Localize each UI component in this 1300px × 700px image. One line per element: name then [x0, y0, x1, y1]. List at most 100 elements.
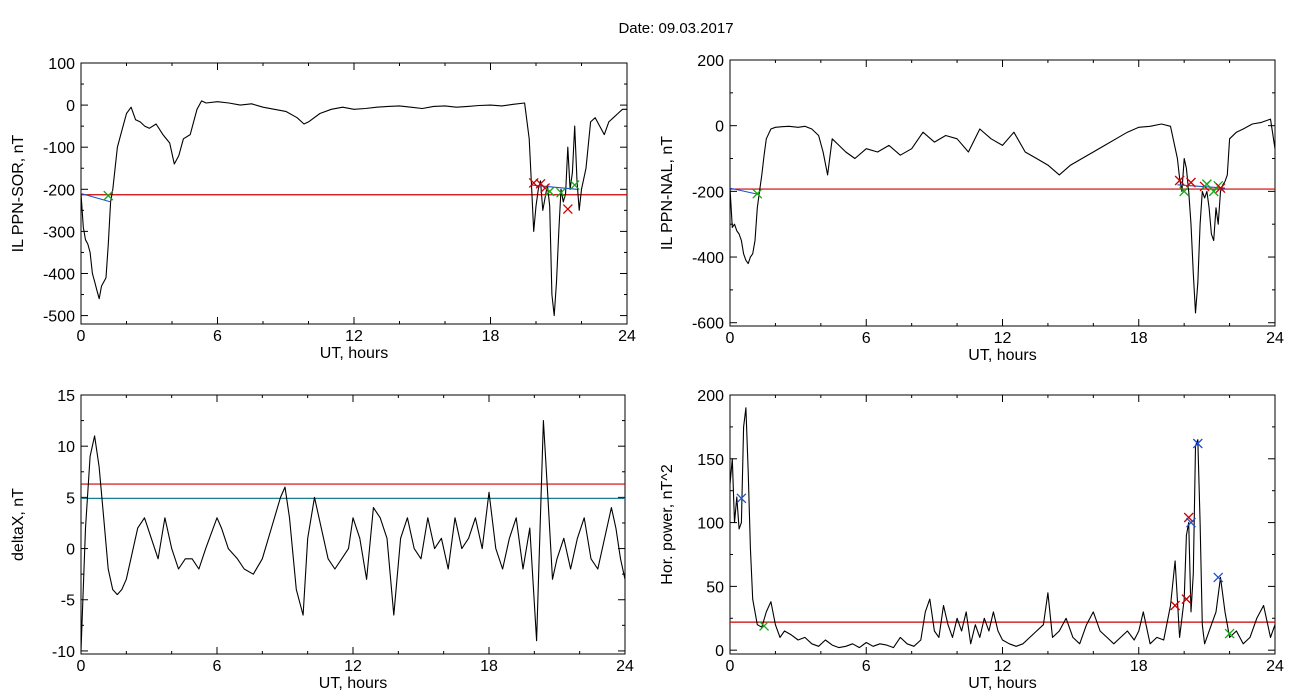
panel1-ytick-label: -400 [43, 266, 75, 283]
panel1-ytick-label: -200 [43, 182, 75, 199]
panel1-ytick-label: -300 [43, 224, 75, 241]
panel1-ytick-label: 100 [48, 56, 75, 73]
panel2-marker-stroke [1174, 175, 1185, 186]
panel3-ytick-label: 5 [66, 490, 75, 507]
panel1-ytick-label: 0 [66, 98, 75, 115]
panel1-marker-stroke [569, 180, 580, 191]
panel4-ytick-label: 100 [697, 516, 724, 533]
panel2-ylabel: IL PPN-NAL, nT [659, 136, 676, 250]
panel1-marker [556, 187, 566, 198]
panel2-xtick-label: 18 [1130, 330, 1148, 347]
panel4-ytick-label: 50 [706, 579, 724, 596]
panel2-ytick-label: 200 [697, 53, 724, 70]
panel3-xtick-label: 18 [480, 658, 498, 675]
panel2-marker-stroke [1215, 183, 1226, 194]
panel4-xlabel: UT, hours [968, 675, 1036, 692]
panel4-marker [1224, 628, 1235, 639]
panel4-marker [1213, 572, 1224, 583]
panel4-ytick-label: 0 [715, 643, 724, 660]
panel3-ytick-label: 15 [57, 388, 75, 405]
panel4-marker [759, 620, 770, 631]
panel2-xtick-label: 0 [726, 330, 735, 347]
panel1-marker-stroke [562, 204, 573, 215]
panel1-marker [569, 180, 580, 191]
panel4-marker-stroke [1170, 600, 1181, 611]
panel3-xtick-label: 12 [344, 658, 362, 675]
panel4-xtick-label: 24 [1266, 658, 1284, 675]
panel2-xlabel: UT, hours [968, 347, 1036, 364]
panel2-ytick-label: -600 [692, 316, 724, 333]
panel1-marker-stroke [544, 186, 555, 197]
panel4-ylabel: Hor. power, nT^2 [659, 464, 676, 585]
figure-title: Date: 09.03.2017 [618, 20, 733, 37]
panel3-ytick-label: 10 [57, 439, 75, 456]
panel1-marker-stroke [103, 190, 114, 201]
panel2-marker-stroke [1201, 179, 1212, 190]
panel2-marker [1174, 175, 1185, 186]
panel2-marker [752, 188, 763, 199]
panel4-ytick-label: 150 [697, 452, 724, 469]
panel3-xtick-label: 24 [616, 658, 634, 675]
panel1-marker [544, 186, 555, 197]
panel4-marker [1186, 517, 1196, 528]
panel2-marker-stroke [1208, 186, 1219, 197]
panel1-frame [80, 62, 628, 325]
panel4-marker [736, 493, 747, 504]
panel1-marker [562, 204, 573, 215]
panel1-marker-stroke [556, 187, 566, 198]
panel2-frame [729, 59, 1276, 327]
panel4-marker [1192, 438, 1203, 449]
panel4-marker [1183, 512, 1194, 523]
panel4-marker-stroke [1213, 572, 1224, 583]
panel1-xtick-label: 18 [482, 328, 500, 345]
panel2-ytick-label: -200 [692, 184, 724, 201]
panel2-series-line [729, 118, 1276, 314]
panel1-series-line [80, 192, 111, 203]
panel1-xlabel: UT, hours [320, 345, 388, 362]
panel4-marker-stroke [1181, 594, 1192, 605]
panel1-marker [103, 190, 114, 201]
panel4-marker-stroke [1183, 512, 1194, 523]
panel2-ytick-label: 0 [715, 119, 724, 136]
panel1-xtick-label: 24 [618, 328, 636, 345]
panel1-marker [540, 183, 551, 193]
panel3-ytick-label: 0 [66, 542, 75, 559]
panel1-ytick-label: -100 [43, 140, 75, 157]
panel4-marker [1181, 594, 1192, 605]
panel2-marker-stroke [1186, 177, 1196, 188]
panel4-marker-stroke [1186, 517, 1196, 528]
panel2-marker-stroke [752, 188, 763, 199]
panel2-marker [1208, 186, 1219, 197]
panel1-xtick-label: 12 [345, 328, 363, 345]
panel2-xtick-label: 6 [862, 330, 871, 347]
panel2-ytick-label: -400 [692, 250, 724, 267]
panel4-xtick-label: 6 [862, 658, 871, 675]
panel2-marker [1186, 177, 1196, 188]
panel3-ytick-label: -10 [52, 644, 75, 661]
panel1-series-line [80, 100, 627, 317]
panel2-marker [1179, 186, 1190, 197]
panel1-xtick-label: 6 [213, 328, 222, 345]
panel1-marker-stroke [540, 183, 551, 193]
panel4-marker-stroke [759, 620, 770, 631]
panel1-xtick-label: 0 [77, 328, 86, 345]
panel3-ylabel: deltaX, nT [10, 488, 27, 561]
panel2-xtick-label: 24 [1266, 330, 1284, 347]
panel3-xtick-label: 0 [77, 658, 86, 675]
panel4-xtick-label: 12 [994, 658, 1012, 675]
panel4-marker-stroke [1224, 628, 1235, 639]
panel3-xtick-label: 6 [213, 658, 222, 675]
panel3-xlabel: UT, hours [319, 675, 387, 692]
panel4-marker [1170, 600, 1181, 611]
panel2-series-line [729, 187, 760, 196]
panel3-series-line [80, 420, 626, 651]
panel1-ytick-label: -500 [43, 309, 75, 326]
panel1-ylabel: IL PPN-SOR, nT [10, 134, 27, 252]
panel4-marker-stroke [736, 493, 747, 504]
panel2-xtick-label: 12 [994, 330, 1012, 347]
panel4-xtick-label: 18 [1130, 658, 1148, 675]
panel4-marker-stroke [1192, 438, 1203, 449]
panel4-ytick-label: 200 [697, 388, 724, 405]
panel4-xtick-label: 0 [726, 658, 735, 675]
